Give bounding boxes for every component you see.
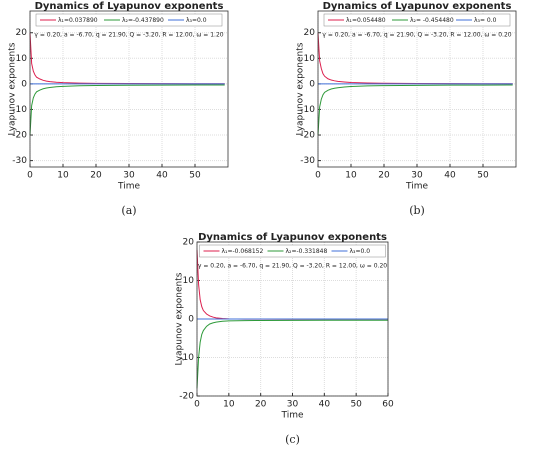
chart-title: Dynamics of Lyapunov exponents: [323, 1, 512, 12]
x-tick-label: 30: [411, 171, 423, 181]
x-tick-label: 20: [90, 171, 102, 181]
x-axis-label: Time: [117, 182, 140, 192]
y-axis-label: Lyapunov exponents: [296, 42, 306, 135]
y-tick-label: -10: [12, 105, 27, 115]
y-tick-label: 0: [309, 79, 315, 89]
series-line: [29, 84, 225, 136]
y-tick-label: 0: [21, 79, 27, 89]
legend-box: [323, 13, 511, 27]
x-tick-label: 0: [27, 171, 33, 181]
legend-label: λ₃=0.0: [186, 17, 207, 24]
y-tick-label: 10: [183, 276, 195, 286]
legend-label: λ₂=-0.331848: [286, 248, 328, 255]
x-tick-label: 40: [156, 171, 168, 181]
chart-title: Dynamics of Lyapunov exponents: [198, 232, 387, 243]
y-tick-label: -10: [300, 105, 315, 115]
series-line: [317, 84, 513, 136]
y-tick-label: -10: [179, 353, 194, 363]
x-tick-label: 10: [223, 400, 235, 410]
chart-title: Dynamics of Lyapunov exponents: [35, 1, 224, 12]
chart-subtitle: γ = 0.20, a = -6.70, q = 21.90, Q = -3.2…: [322, 32, 511, 39]
chart-subtitle: γ = 0.20, a = -6.70, q = 21.90, Q = -3.2…: [34, 32, 223, 39]
y-tick-label: -30: [300, 156, 315, 166]
panel-label: (a): [121, 204, 136, 217]
x-tick-label: 50: [477, 171, 489, 181]
legend-label: λ₁=0.037890: [58, 17, 98, 24]
legend-label: λ₃= 0.0: [474, 17, 497, 24]
plot-frame: [29, 10, 229, 168]
legend-label: λ₁=0.054480: [346, 17, 386, 24]
legend-label: λ₃=0.0: [350, 248, 371, 255]
x-tick-label: 20: [255, 400, 267, 410]
y-tick-label: -20: [300, 131, 315, 141]
x-tick-label: 0: [194, 400, 200, 410]
y-axis-label: Lyapunov exponents: [8, 42, 18, 135]
y-tick-label: -20: [179, 392, 194, 402]
y-tick-label: 10: [304, 54, 316, 64]
y-tick-label: 20: [183, 238, 195, 248]
plot-frame: [317, 10, 517, 168]
legend-label: λ₂=-0.437890: [122, 17, 164, 24]
x-tick-label: 10: [57, 171, 69, 181]
legend-label: λ₁=-0.068152: [222, 248, 264, 255]
x-tick-label: 40: [444, 171, 456, 181]
legend-box: [199, 244, 386, 258]
y-tick-label: 20: [304, 28, 316, 38]
y-tick-label: -30: [12, 156, 27, 166]
series-line: [196, 319, 389, 389]
y-tick-label: -20: [12, 131, 27, 141]
x-tick-label: 30: [123, 171, 135, 181]
y-tick-label: 20: [16, 28, 28, 38]
x-tick-label: 30: [287, 400, 299, 410]
chart-subtitle: γ = 0.20, a = -6.70, q = 21.90, Q = -3.2…: [198, 263, 387, 270]
panel-label: (c): [285, 433, 300, 446]
x-tick-label: 20: [378, 171, 390, 181]
y-axis-label: Lyapunov exponents: [175, 272, 185, 365]
x-tick-label: 60: [382, 400, 394, 410]
y-tick-label: 0: [188, 315, 194, 325]
x-tick-label: 0: [315, 171, 321, 181]
legend-label: λ₂= -0.454480: [410, 17, 454, 24]
x-tick-label: 50: [350, 400, 362, 410]
y-tick-label: 10: [16, 54, 28, 64]
x-tick-label: 40: [319, 400, 331, 410]
panel-label: (b): [409, 204, 425, 217]
x-axis-label: Time: [280, 411, 303, 421]
x-axis-label: Time: [405, 182, 428, 192]
x-tick-label: 10: [345, 171, 357, 181]
plot-frame: [196, 241, 389, 397]
legend-box: [35, 13, 223, 27]
x-tick-label: 50: [189, 171, 201, 181]
